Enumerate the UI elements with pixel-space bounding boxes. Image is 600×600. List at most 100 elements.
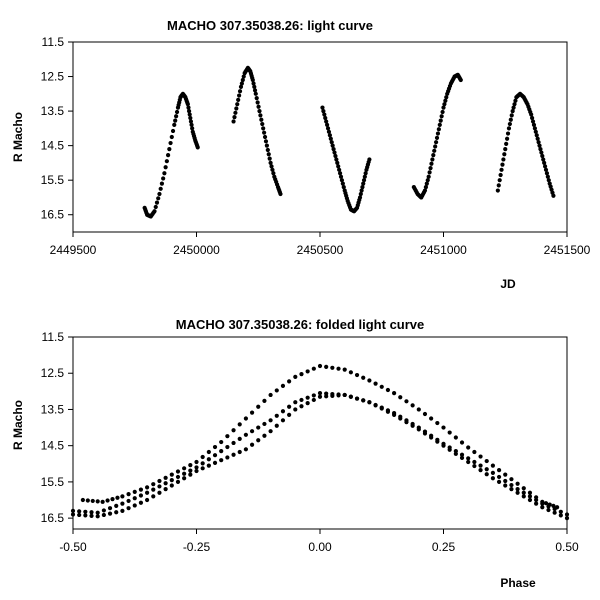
data-point [373,381,378,386]
data-point [498,172,503,178]
data-point [232,115,237,120]
data-point [132,489,137,494]
plot-frame [72,41,568,233]
data-point [320,105,325,110]
data-point [101,512,106,518]
data-point [361,181,366,186]
data-point [515,487,520,492]
data-point [262,130,267,135]
data-point [265,147,270,153]
data-point [538,146,543,152]
data-point [95,510,100,515]
data-point [361,398,366,403]
data-point [330,391,335,397]
data-point [261,126,266,131]
data-point [231,452,236,457]
data-point [339,178,345,183]
data-point [484,472,489,477]
y-tick-label: 14.5 [41,139,65,153]
data-point [509,113,514,118]
data-point [299,404,304,409]
data-point [496,474,502,480]
y-tick-label: 12.5 [41,70,65,84]
y-tick-label: 13.5 [41,104,65,118]
data-point [513,98,518,103]
data-point [165,153,171,158]
data-point [379,384,384,389]
data-point [453,449,458,454]
data-point [472,463,477,469]
data-point [425,178,430,183]
data-point [200,454,205,460]
data-point [326,129,332,134]
data-point [225,434,230,439]
data-point [484,467,489,472]
data-point [537,143,542,148]
data-point [115,495,120,500]
data-point [509,477,514,482]
data-point [182,466,187,471]
data-point [398,414,403,419]
data-point [138,493,144,498]
data-point [175,469,181,474]
data-point [499,167,504,172]
data-point [547,502,552,507]
data-point [404,418,409,423]
data-point [257,108,262,114]
data-point [362,174,367,179]
data-point [478,468,483,473]
data-point [317,391,323,396]
x-axis-label: Phase [500,576,536,590]
data-point [508,117,513,122]
data-point [515,490,520,495]
data-point [422,188,428,193]
data-point [162,171,167,176]
data-point [83,513,88,518]
data-point [89,510,94,515]
data-point [259,117,264,122]
data-point [444,95,449,100]
data-point [274,423,279,428]
data-point [367,378,372,383]
x-tick-label: -0.25 [183,540,211,554]
data-point [543,167,549,172]
data-point [238,84,244,90]
data-point [433,144,438,149]
data-point [416,407,421,412]
data-point [262,421,267,427]
data-point [188,463,193,468]
x-axis-label: JD [500,277,516,291]
data-point [410,421,415,427]
data-point [507,121,512,127]
data-point [157,490,162,495]
data-point [530,115,535,121]
data-point [231,440,236,446]
data-point [239,81,244,86]
data-point [447,430,452,435]
data-point [509,482,514,488]
data-point [268,418,273,423]
data-point [271,171,276,176]
data-point [138,500,144,505]
data-point [249,410,255,415]
data-point [154,200,160,205]
data-point [175,474,181,480]
data-point [77,512,82,518]
data-point [392,410,397,416]
data-point [173,118,178,123]
data-point [564,516,570,521]
data-point [363,171,368,176]
data-point [157,478,162,484]
data-point [505,136,510,141]
data-point [506,126,512,131]
data-point [357,195,363,200]
data-point [251,81,256,86]
data-point [512,102,517,107]
light-curve-chart: MACHO 307.35038.26: light curve 2449500 2… [11,18,591,291]
data-point [266,152,271,157]
data-point [354,396,360,401]
data-point [427,170,432,175]
data-point [269,164,274,169]
data-point [360,184,365,190]
data-point [503,483,508,488]
